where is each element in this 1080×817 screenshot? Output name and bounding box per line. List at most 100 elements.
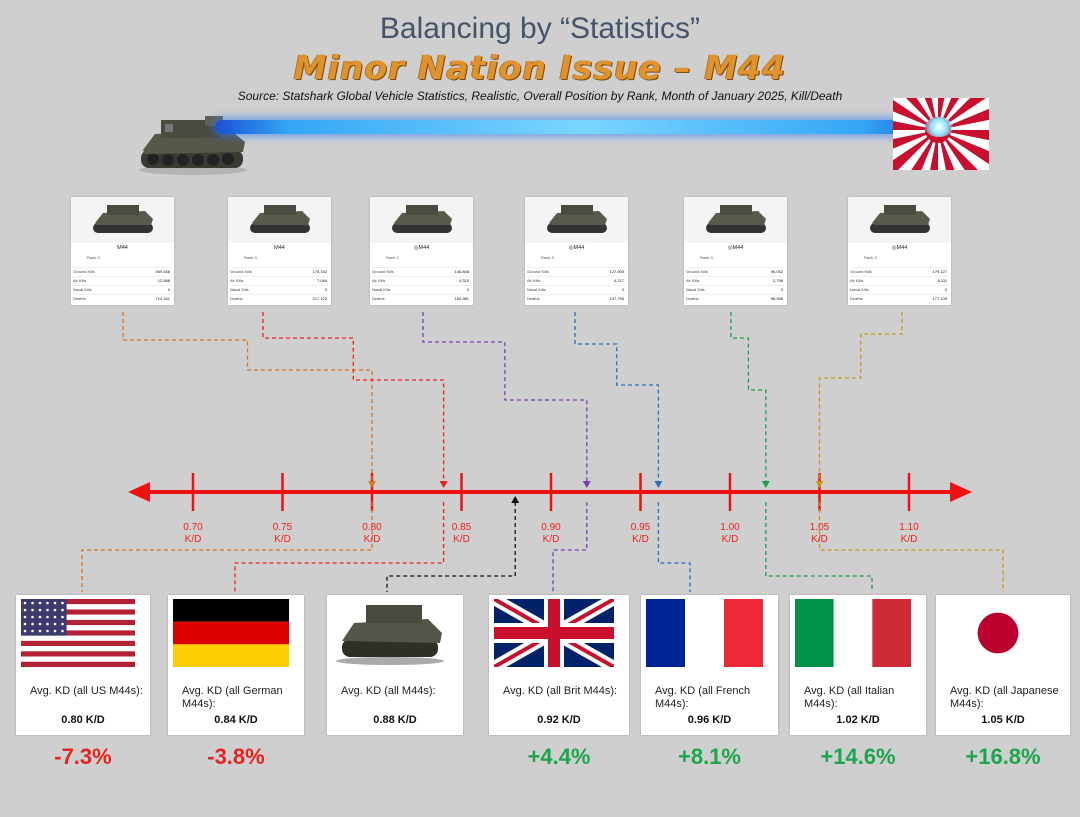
stat-label: Deaths: [372, 296, 385, 301]
stat-row: Air Kills 7,044: [230, 276, 329, 285]
vehicle-rank: Rank 3: [541, 255, 554, 260]
stat-row: Deaths 217,122: [230, 294, 329, 303]
stat-value: 177,109: [932, 296, 947, 301]
vehicle-stat-card: M44 Rank 3 Ground Kills 175,152 Air Kills 7,0…: [228, 197, 331, 305]
stat-value: 559,838: [155, 269, 170, 274]
vehicle-rank: Rank 3: [864, 255, 877, 260]
vehicle-name: M44: [274, 245, 285, 251]
stat-label: Deaths: [230, 296, 243, 301]
stat-label: Air Kills: [527, 278, 541, 283]
stat-value: 4,217: [613, 278, 624, 283]
stat-value: 96,058: [770, 296, 783, 301]
stat-label: Ground Kills: [73, 269, 95, 274]
stat-value: 217,122: [312, 296, 327, 301]
connector-line: [422, 312, 588, 486]
vehicle-stat-card: ◎M44 Rank 3 Ground Kills 127,905 Air Kills 4,…: [525, 197, 628, 305]
tick-label: 0.85 K/D: [451, 522, 472, 545]
page-subtitle: Minor Nation Issue – M44: [293, 48, 787, 87]
stat-value: 137,796: [609, 296, 624, 301]
marker-arrow: [761, 481, 770, 488]
axis-arrow-left: [128, 482, 150, 502]
summary-box: Avg. KD (all M44s): 0.88 K/D: [327, 595, 463, 735]
stat-value: 0: [621, 287, 624, 292]
vehicle-rank: Rank 3: [87, 255, 100, 260]
vehicle-stat-card: ◎M44 Rank 3 Ground Kills 179,127 Air Kills 6,…: [848, 197, 951, 305]
stat-row: Ground Kills 127,905: [527, 267, 626, 276]
stat-value: 712,161: [155, 296, 170, 301]
tick-label: 0.75 K/D: [272, 522, 293, 545]
summary-box: Avg. KD (all Brit M44s): 0.92 K/D: [489, 595, 629, 735]
marker-arrow: [368, 481, 376, 488]
stat-label: Naval Kills: [230, 287, 249, 292]
sun-ray: [930, 130, 938, 170]
percent-change: +4.4%: [527, 744, 591, 769]
stat-row: Ground Kills 175,152: [230, 267, 329, 276]
stat-row: Ground Kills 559,838: [73, 267, 172, 276]
stat-value: 0: [466, 287, 469, 292]
tank-image: [336, 605, 444, 665]
stat-label: Air Kills: [686, 278, 700, 283]
tank-thumbnail: [525, 197, 628, 243]
tank-thumbnail: [71, 197, 174, 243]
avg-kd-value: 1.05 K/D: [981, 714, 1025, 726]
us-flag-icon: [21, 599, 135, 667]
avg-kd-label: Avg. KD (all US M44s):: [30, 685, 143, 697]
percent-change: -7.3%: [54, 744, 112, 769]
stat-label: Naval Kills: [372, 287, 391, 292]
tank-thumbnail: [370, 197, 473, 243]
stat-row: Air Kills 4,217: [527, 276, 626, 285]
japan-flag-icon: [941, 599, 1055, 667]
vehicle-stat-card: M44 Rank 3 Ground Kills 559,838 Air Kills 12,…: [71, 197, 174, 305]
tick-label: 0.80 K/D: [362, 522, 382, 545]
stat-row: Naval Kills 0: [230, 285, 329, 294]
stat-row: Naval Kills 0: [73, 285, 172, 294]
avg-kd-label: Avg. KD (all Brit M44s):: [503, 685, 618, 697]
page-title: Balancing by “Statistics”: [379, 12, 701, 45]
vehicle-name: M44: [117, 245, 128, 251]
avg-kd-value: 0.80 K/D: [61, 714, 105, 726]
sun-ray: [938, 130, 978, 170]
summary-box: Avg. KD (all French M44s): 0.96 K/D: [641, 595, 778, 735]
france-flag-icon: [646, 599, 763, 667]
stat-label: Naval Kills: [850, 287, 869, 292]
avg-kd-value: 0.88 K/D: [373, 714, 417, 726]
summary-box: Avg. KD (all Italian M44s): 1.02 K/D: [790, 595, 926, 735]
stat-row: Ground Kills 96,052: [686, 267, 785, 276]
avg-kd-label: Avg. KD (all M44s):: [341, 685, 436, 697]
stat-row: Naval Kills 0: [686, 285, 785, 294]
axis-arrow-right: [950, 482, 972, 502]
avg-kd-value: 0.84 K/D: [214, 714, 258, 726]
summary-box: Avg. KD (all US M44s): 0.80 K/D: [16, 595, 150, 735]
stat-value: 7,044: [316, 278, 327, 283]
stat-row: Deaths 96,058: [686, 294, 785, 303]
vehicle-name: ◎M44: [727, 245, 744, 251]
stat-value: 146,848: [454, 269, 469, 274]
stat-label: Naval Kills: [527, 287, 546, 292]
summary-connector: [765, 502, 873, 592]
tick-label: 1.00 K/D: [720, 522, 740, 545]
summary-connector: [818, 502, 1004, 592]
summary-connector: [657, 502, 691, 592]
percent-change: +8.1%: [678, 744, 741, 769]
avg-kd-label: Avg. KD (all French M44s):: [655, 685, 751, 710]
avg-kd-value: 0.92 K/D: [537, 714, 581, 726]
tick-label: 0.95 K/D: [630, 522, 651, 545]
summary-connector: [234, 502, 445, 592]
vehicle-name: ◎M44: [891, 245, 908, 251]
stat-label: Deaths: [686, 296, 699, 301]
stat-row: Deaths 177,109: [850, 294, 949, 303]
stat-row: Ground Kills 146,848: [372, 267, 471, 276]
percent-change: -3.8%: [207, 744, 265, 769]
stat-label: Ground Kills: [686, 269, 708, 274]
marker-arrow: [582, 481, 591, 488]
marker-arrow: [439, 481, 448, 488]
stat-label: Naval Kills: [686, 287, 705, 292]
stat-label: Ground Kills: [527, 269, 549, 274]
stat-label: Air Kills: [850, 278, 864, 283]
stat-row: Naval Kills 0: [850, 285, 949, 294]
tick-label: 0.70 K/D: [183, 522, 203, 545]
stat-label: Ground Kills: [372, 269, 394, 274]
stat-row: Ground Kills 179,127: [850, 267, 949, 276]
percent-change: +14.6%: [820, 744, 896, 769]
